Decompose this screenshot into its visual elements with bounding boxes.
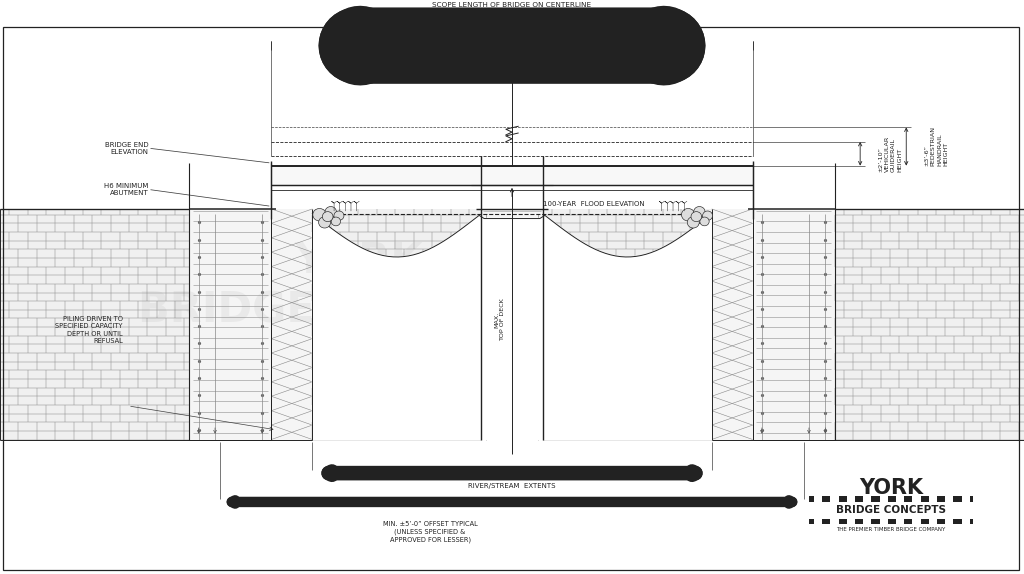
Bar [962,497,970,502]
Bar [863,518,871,524]
Circle shape [323,212,333,222]
Bar [809,518,973,524]
Circle shape [687,217,699,228]
Bar [271,166,753,185]
Bar [863,497,871,502]
Text: PILING DRIVEN TO
SPECIFIED CAPACITY
DEPTH OR UNTIL
REFUSAL: PILING DRIVEN TO SPECIFIED CAPACITY DEPT… [55,316,123,344]
Bar [753,209,835,440]
Circle shape [334,211,344,220]
Bar [896,497,904,502]
Text: ±2’-10”
VEHICULAR
GUIDERAIL
HEIGHT: ±2’-10” VEHICULAR GUIDERAIL HEIGHT [879,135,902,172]
Text: BRIDGE CONCEPTS: BRIDGE CONCEPTS [836,505,946,515]
Circle shape [331,217,341,226]
Bar [712,209,753,440]
Bar [0,209,189,440]
Circle shape [682,208,694,221]
Polygon shape [312,214,712,440]
Bar [912,518,921,524]
Text: H6 MINIMUM
ABUTMENT: H6 MINIMUM ABUTMENT [104,183,148,196]
Text: 100-YEAR  FLOOD ELEVATION: 100-YEAR FLOOD ELEVATION [543,201,644,207]
Bar [814,497,822,502]
Bar [962,518,970,524]
Bar [814,518,822,524]
Bar [271,209,312,440]
Text: ±3’-6”
PEDESTRIAN
HANDRAIL
HEIGHT: ±3’-6” PEDESTRIAN HANDRAIL HEIGHT [925,126,948,166]
Text: YORK
BRIDGE CONCEPTS: YORK BRIDGE CONCEPTS [138,241,579,331]
Bar [896,518,904,524]
Bar [809,497,973,502]
Bar [880,497,888,502]
Bar [880,518,888,524]
Text: BRIDGE END
ELEVATION: BRIDGE END ELEVATION [104,142,148,155]
Text: THE PREMIER TIMBER BRIDGE COMPANY: THE PREMIER TIMBER BRIDGE COMPANY [837,528,945,532]
Circle shape [699,217,710,226]
Circle shape [325,207,337,217]
Bar [929,518,937,524]
Circle shape [318,217,331,228]
Bar [847,518,855,524]
Text: RIVER/STREAM  EXTENTS: RIVER/STREAM EXTENTS [468,483,556,488]
Bar [835,209,1024,440]
Bar [929,497,937,502]
Text: YORK: YORK [859,478,923,498]
Bar [912,497,921,502]
Bar [189,209,271,440]
Text: MIN. ±5’-0” OFFSET TYPICAL
(UNLESS SPECIFIED &
APPROVED FOR LESSER): MIN. ±5’-0” OFFSET TYPICAL (UNLESS SPECI… [383,521,477,543]
Text: MAX.
TOP OF DECK: MAX. TOP OF DECK [495,298,505,341]
Bar [830,497,839,502]
Bar [830,518,839,524]
Bar [312,209,712,440]
Text: SCOPE LENGTH OF BRIDGE ON CENTERLINE
AS DETERMINED BY SITE CONDITIONS AND/OR BUF: SCOPE LENGTH OF BRIDGE ON CENTERLINE AS … [410,2,614,31]
Circle shape [693,207,706,217]
Circle shape [691,212,701,222]
Bar [945,497,953,502]
Circle shape [313,208,326,221]
Bar [847,497,855,502]
Circle shape [702,211,713,220]
Bar [481,209,543,440]
Bar [945,518,953,524]
